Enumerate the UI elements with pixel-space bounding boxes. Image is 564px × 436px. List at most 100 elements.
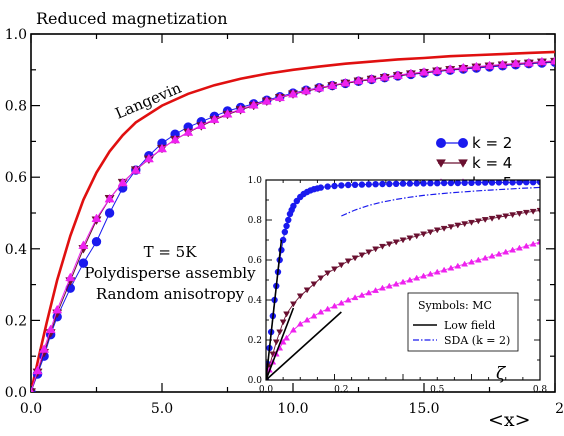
data-point-k-5 — [287, 88, 299, 98]
inset-point-k-4 — [351, 255, 359, 262]
annotation-assembly: Polydisperse assembly — [84, 264, 256, 282]
inset-x-tick-label: 0.0 — [259, 385, 274, 395]
inset-legend-box — [407, 292, 519, 352]
inset-point-k-2 — [447, 180, 455, 187]
data-point-k-5 — [327, 80, 338, 89]
inset-point-k-2 — [283, 222, 290, 230]
inset-point-k-5 — [488, 252, 496, 259]
data-point-k-5 — [130, 165, 141, 174]
inset-point-k-4 — [461, 221, 469, 228]
inset-tick-labels: 0.0 0.2 0.5 0.8 0.0 0.2 0.4 0.6 0.8 1.0 — [248, 176, 548, 395]
data-point-k-5 — [235, 104, 246, 113]
inset-point-k-5 — [296, 320, 304, 327]
inset-series-area — [266, 180, 540, 380]
inset-point-k-2 — [468, 180, 475, 186]
inset-point-k-2 — [523, 180, 530, 186]
data-point-k-5 — [497, 59, 508, 69]
data-point-k-2 — [91, 236, 102, 247]
inset-point-k-5 — [399, 278, 407, 285]
inset-point-k-5 — [331, 302, 338, 309]
data-point-k-5 — [183, 127, 194, 136]
data-point-k-5 — [143, 153, 154, 163]
inset-y-tick-label: 0.6 — [248, 256, 263, 266]
x-axis-label: <x> — [488, 409, 531, 431]
inset-point-k-4 — [474, 218, 482, 225]
inset-point-k-4 — [324, 270, 332, 277]
data-point-k-5 — [432, 65, 443, 75]
inset-point-k-2 — [440, 180, 448, 187]
data-point-k-5 — [248, 100, 259, 109]
inset-point-k-5 — [289, 326, 297, 333]
data-point-k-5 — [31, 387, 34, 392]
data-point-k-5 — [471, 61, 482, 71]
inset-legend-sda: SDA (k = 2) — [444, 334, 510, 347]
inset-point-k-2 — [488, 180, 496, 186]
inset-point-k-4 — [481, 217, 489, 223]
inset-point-k-4 — [509, 212, 517, 219]
y-tick-label: 0.0 — [5, 385, 27, 401]
data-point-k-5 — [104, 193, 115, 203]
data-point-k-5 — [536, 56, 547, 66]
data-point-k-5 — [366, 73, 377, 83]
inset-point-k-2 — [516, 180, 523, 186]
inset-point-k-5 — [279, 338, 287, 345]
x-tick-label: 15.0 — [408, 401, 439, 417]
y-tick-label: 0.4 — [5, 242, 27, 258]
inset-point-k-2 — [379, 180, 386, 188]
inset-point-k-4 — [440, 225, 448, 232]
inset-point-k-4 — [317, 275, 325, 282]
inset-point-k-5 — [516, 244, 523, 251]
data-point-k-5 — [65, 272, 76, 282]
data-point-k-5 — [209, 114, 220, 123]
inset-point-k-5 — [420, 272, 427, 279]
inset-point-k-4 — [372, 246, 380, 253]
data-point-k-5 — [340, 77, 351, 87]
inset-point-k-5 — [474, 256, 482, 263]
inset-point-k-2 — [495, 180, 503, 186]
inset-y-tick-label: 0.2 — [248, 336, 262, 346]
inset-point-k-2 — [420, 180, 427, 187]
y-tick-label: 0.6 — [5, 170, 27, 186]
data-point-k-5 — [314, 82, 325, 92]
inset-point-k-5 — [433, 268, 441, 275]
inset-point-k-4 — [272, 339, 280, 346]
inset-point-k-5 — [344, 296, 352, 303]
inset-point-k-5 — [440, 266, 448, 273]
chart-title: Reduced magnetization — [36, 9, 228, 28]
inset-point-k-5 — [385, 282, 393, 289]
inset-x-tick-label: 0.5 — [430, 385, 445, 395]
inset-point-k-4 — [385, 241, 393, 248]
inset-point-k-2 — [281, 228, 289, 236]
inset-legend-title: Symbols: MC — [418, 299, 492, 312]
inset-point-k-4 — [310, 281, 318, 288]
inset-point-k-5 — [468, 258, 475, 265]
inset-point-k-5 — [426, 270, 434, 277]
legend-label-k2: k = 2 — [472, 134, 512, 152]
inset-point-k-2 — [427, 180, 434, 187]
data-point-k-5 — [45, 324, 56, 334]
data-point-k-5 — [52, 304, 63, 314]
inset-point-k-4 — [283, 311, 290, 318]
inset-point-k-4 — [454, 222, 462, 229]
inset-point-k-4 — [276, 329, 284, 336]
inset-point-k-5 — [481, 254, 489, 261]
inset-point-k-2 — [285, 216, 292, 224]
inset-point-k-2 — [406, 180, 414, 187]
inset-point-k-4 — [447, 224, 455, 231]
data-point-k-5 — [484, 60, 495, 70]
data-point-k-5 — [353, 75, 364, 85]
inset-point-k-2 — [413, 180, 420, 187]
legend-label-k4: k = 4 — [472, 154, 512, 172]
data-point-k-5 — [32, 365, 43, 375]
data-point-k-5 — [78, 240, 89, 249]
inset-point-k-5 — [337, 299, 345, 306]
data-point-k-5 — [445, 64, 456, 73]
inset-point-k-2 — [293, 197, 301, 205]
data-point-k-5 — [274, 92, 285, 102]
inset-point-k-4 — [529, 208, 537, 215]
inset-point-k-5 — [536, 238, 540, 245]
inset-y-tick-label: 0.0 — [248, 376, 263, 386]
data-point-k-2 — [78, 258, 89, 268]
inset-point-k-4 — [331, 266, 338, 273]
